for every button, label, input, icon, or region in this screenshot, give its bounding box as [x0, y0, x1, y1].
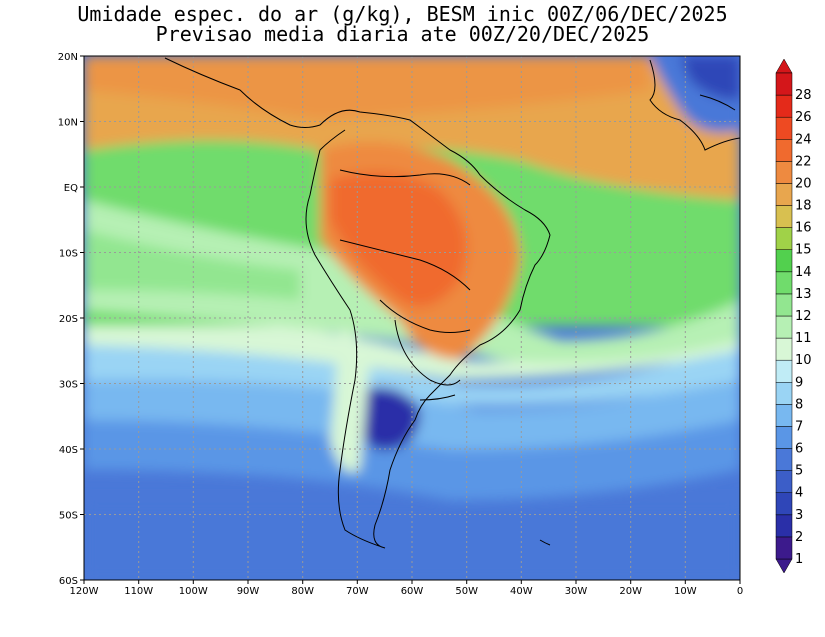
- colorbar-label: 13: [795, 287, 812, 302]
- colorbar-swatch: [775, 139, 793, 162]
- colorbar-label: 28: [795, 88, 812, 103]
- colorbar-label: 8: [795, 397, 803, 412]
- colorbar-max-arrow: [775, 58, 793, 74]
- colorbar-label: 18: [795, 199, 812, 214]
- colorbar-swatch: [775, 536, 793, 560]
- lat-label: 40S: [59, 445, 78, 456]
- colorbar-label: 5: [795, 464, 803, 479]
- lon-label: 10W: [674, 586, 697, 597]
- lon-label: 30W: [565, 586, 588, 597]
- colorbar-label: 22: [795, 154, 812, 169]
- colorbar-label: 1: [795, 552, 803, 567]
- colorbar-swatch: [775, 382, 793, 405]
- lon-label: 0: [737, 586, 743, 597]
- colorbar-label: 4: [795, 486, 803, 501]
- colorbar-label: 24: [795, 132, 812, 147]
- grid-lines: [84, 56, 740, 580]
- colorbar-swatch: [775, 470, 793, 493]
- lon-label: 40W: [510, 586, 533, 597]
- colorbar-swatch: [775, 183, 793, 206]
- colorbar-swatch: [775, 514, 793, 538]
- lon-label: 50W: [455, 586, 478, 597]
- lon-label: 120W: [70, 586, 99, 597]
- lon-label: 60W: [401, 586, 424, 597]
- lat-label: 20S: [59, 314, 78, 325]
- colorbar-swatch: [775, 227, 793, 250]
- lat-label: 20N: [58, 52, 78, 63]
- colorbar-swatch: [775, 72, 793, 96]
- axis-ticks: [80, 55, 741, 584]
- lat-label: 10N: [58, 118, 78, 129]
- colorbar-swatch: [775, 271, 793, 295]
- colorbar-swatch: [775, 426, 793, 449]
- map-title-line1: Umidade espec. do ar (g/kg), BESM inic 0…: [77, 2, 728, 26]
- colorbar-swatch: [775, 249, 793, 273]
- map-title-line2: Previsao media diaria ate 00Z/20/DEC/202…: [155, 22, 650, 46]
- lat-label: 30S: [59, 380, 78, 391]
- colorbar-label: 15: [795, 243, 812, 258]
- colorbar-label: 10: [795, 353, 812, 368]
- colorbar-swatch: [775, 337, 793, 361]
- colorbar-label: 14: [795, 265, 812, 280]
- colorbar-label: 2: [795, 530, 803, 545]
- colorbar-label: 16: [795, 221, 812, 236]
- colorbar-label: 26: [795, 110, 812, 125]
- colorbar-swatch: [775, 161, 793, 184]
- colorbar-label: 6: [795, 442, 803, 457]
- lon-label: 90W: [237, 586, 260, 597]
- coastlines: [164, 57, 740, 549]
- colorbar-label: 7: [795, 419, 803, 434]
- lon-label: 110W: [124, 586, 153, 597]
- colorbar-label: 11: [795, 331, 812, 346]
- colorbar-label: 12: [795, 309, 812, 324]
- colorbar-swatch: [775, 116, 793, 140]
- colorbar-swatch: [775, 315, 793, 339]
- colorbar-swatch: [775, 359, 793, 383]
- colorbar-swatch: [775, 448, 793, 471]
- lat-label: 60S: [59, 576, 78, 587]
- colorbar-label: 9: [795, 375, 803, 390]
- lon-label: 20W: [619, 586, 642, 597]
- colorbar-swatch: [775, 293, 793, 317]
- lat-label: 10S: [59, 249, 78, 260]
- colorbar-label: 20: [795, 176, 812, 191]
- colorbar-swatch: [775, 94, 793, 118]
- lon-label: 70W: [346, 586, 369, 597]
- lon-label: 100W: [179, 586, 208, 597]
- colorbar-min-arrow: [775, 558, 793, 574]
- colorbar-label: 3: [795, 508, 803, 523]
- colorbar-swatch: [775, 492, 793, 516]
- lat-label: 50S: [59, 511, 78, 522]
- colorbar-swatch: [775, 205, 793, 228]
- lon-label: 80W: [291, 586, 314, 597]
- lat-label: EQ: [64, 183, 78, 194]
- colorbar-swatch: [775, 404, 793, 427]
